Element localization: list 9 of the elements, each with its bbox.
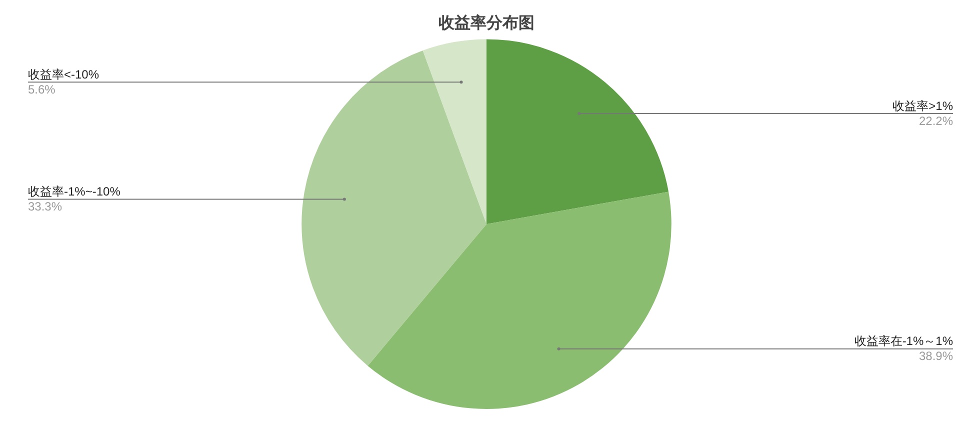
data-label: 38.9% bbox=[918, 349, 954, 364]
slice-label: 收益率<-10% bbox=[28, 67, 100, 82]
chart-title: 收益率分布图 bbox=[438, 13, 534, 32]
slice-label: 收益率-1%~-10% bbox=[28, 184, 121, 199]
data-label: 5.6% bbox=[28, 82, 56, 96]
data-label: 33.3% bbox=[28, 200, 62, 214]
slice-label: 收益率>1% bbox=[892, 98, 954, 113]
data-label: 22.2% bbox=[918, 114, 954, 128]
slice-label: 收益率在-1%～1% bbox=[854, 334, 954, 348]
